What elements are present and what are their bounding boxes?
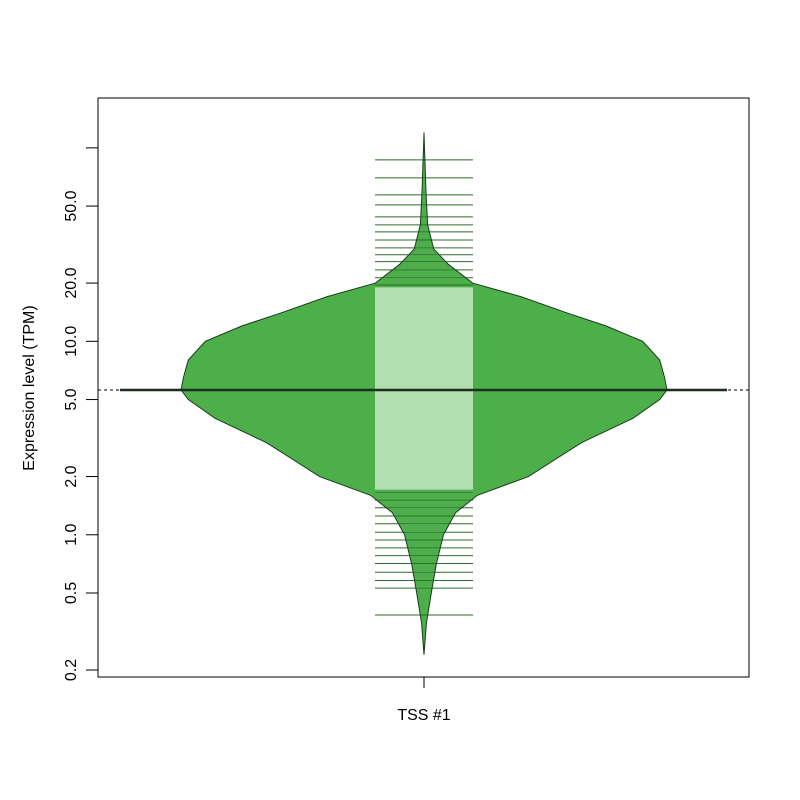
y-tick-label: 0.2 <box>63 659 80 681</box>
x-tick-label: TSS #1 <box>397 707 450 724</box>
y-tick-label: 0.5 <box>63 582 80 604</box>
bean-half <box>424 132 667 655</box>
bean-half <box>181 132 424 655</box>
y-tick-label: 5.0 <box>63 388 80 410</box>
plot-frame <box>97 97 750 678</box>
y-tick-label: 20.0 <box>63 267 80 298</box>
y-tick-label: 1.0 <box>63 524 80 546</box>
y-tick-label: 10.0 <box>63 326 80 357</box>
y-tick-label: 2.0 <box>63 465 80 487</box>
y-axis-label: Expression level (TPM) <box>21 305 38 470</box>
y-tick-label: 50.0 <box>63 190 80 221</box>
